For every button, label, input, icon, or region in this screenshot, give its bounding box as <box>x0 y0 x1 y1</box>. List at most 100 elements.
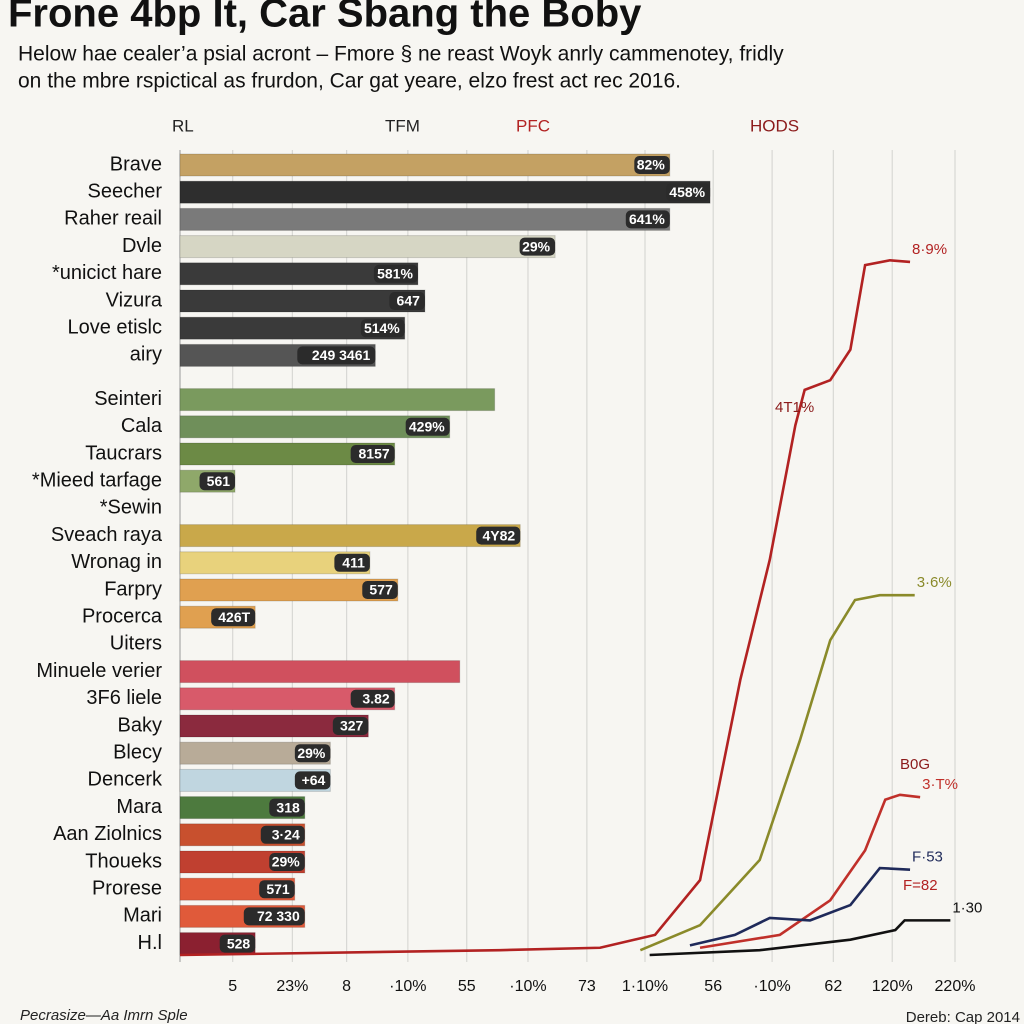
footer-date: Dereb: Cap 2014 <box>906 1009 1020 1024</box>
x-tick-label: 1·10% <box>622 978 668 995</box>
bar-label: 4Y82 <box>483 527 516 543</box>
x-tick-label: 56 <box>704 978 722 995</box>
footer-source: Pecrasize—Aa Imrn Sple <box>20 1007 188 1024</box>
bar-label: 561 <box>207 473 231 489</box>
line <box>699 793 921 950</box>
x-tick-label: 8 <box>342 978 351 995</box>
category-label: Seecher <box>88 180 163 202</box>
x-tick-label: ·10% <box>509 978 546 995</box>
category-label: Baky <box>118 714 162 736</box>
line <box>639 593 915 952</box>
bar-label: 3·24 <box>272 827 300 843</box>
bar-label: 528 <box>227 935 251 951</box>
x-tick-label: ·10% <box>753 978 790 995</box>
x-tick-label: 62 <box>824 978 842 995</box>
label-bg <box>373 264 418 283</box>
bar-label: 514% <box>364 320 400 336</box>
bar-label: 641% <box>629 211 665 227</box>
bar-label: 29% <box>297 745 326 761</box>
line <box>689 866 911 947</box>
x-tick-label: 23% <box>276 978 308 995</box>
bar <box>179 180 711 204</box>
bar-label: 647 <box>397 293 421 309</box>
line-end-label: F·53 <box>912 849 943 866</box>
label-bg <box>269 853 305 871</box>
bar <box>179 660 461 684</box>
label-bg <box>294 744 331 763</box>
category-label: H.l <box>138 932 162 954</box>
label-bg <box>362 581 398 599</box>
x-tick-label: 73 <box>578 978 596 995</box>
category-label: Raher reail <box>64 208 162 230</box>
annotation: B0G <box>900 756 930 773</box>
bar <box>179 289 426 313</box>
annotation: 4T1% <box>775 399 814 416</box>
bar-label: 82% <box>637 157 666 173</box>
category-label: *Mieed tarfage <box>32 469 162 491</box>
label-bg <box>269 798 305 817</box>
category-label: Vizura <box>106 289 163 311</box>
subtitle: Helow hae cealer’a psial acront – Fmore … <box>18 43 784 66</box>
bar-label: 426T <box>218 609 250 625</box>
bar-label: 3.82 <box>362 691 389 707</box>
line-end-label: 1·30 <box>952 899 982 916</box>
category-label: Cala <box>121 415 163 437</box>
bar-label: 571 <box>266 881 290 897</box>
bar-label: 29% <box>272 854 301 870</box>
column-header: HODS <box>750 116 799 135</box>
column-header: PFC <box>516 116 550 135</box>
category-label: Love etislc <box>68 316 163 338</box>
category-label: Procerca <box>82 605 163 627</box>
label-bg <box>634 156 670 174</box>
bar-label: 72 330 <box>257 908 300 924</box>
label-bg <box>297 346 376 365</box>
category-label: airy <box>130 344 162 366</box>
category-label: Dencerk <box>88 769 163 791</box>
label-bg <box>350 689 395 708</box>
label-bg <box>243 907 305 926</box>
line-end-label: 8·9% <box>912 241 947 258</box>
label-bg <box>666 183 711 202</box>
label-bg <box>219 934 256 953</box>
category-label: Minuele verier <box>36 660 162 682</box>
category-label: Uiters <box>110 633 162 655</box>
bar <box>179 153 671 177</box>
bar-label: 411 <box>342 555 365 571</box>
subtitle: on the mbre rspictical as frurdon, Car g… <box>18 70 681 93</box>
bar-label: 8157 <box>359 446 390 462</box>
column-header: TFM <box>385 116 420 135</box>
bar-label: 249 3461 <box>312 347 371 363</box>
bar-label: 429% <box>409 419 445 435</box>
bar-label: 577 <box>369 582 393 598</box>
category-label: Taucrars <box>85 442 162 464</box>
label-bg <box>332 717 369 735</box>
chart-title: Frone 4bp It, Car Sbang the Boby <box>8 0 642 36</box>
label-bg <box>389 292 425 310</box>
label-bg <box>350 445 395 463</box>
bar <box>179 207 671 231</box>
label-bg <box>211 608 256 627</box>
category-label: Mara <box>116 796 162 818</box>
line <box>649 919 951 957</box>
label-bg <box>476 526 521 545</box>
column-header: RL <box>172 116 194 135</box>
bar <box>179 235 556 259</box>
category-label: *Sewin <box>100 497 162 519</box>
bar <box>179 524 521 548</box>
category-label: Thoueks <box>85 850 162 872</box>
category-label: Blecy <box>113 741 162 763</box>
category-label: Seinteri <box>94 388 162 410</box>
bar-label: 318 <box>276 799 300 815</box>
bar-label: 581% <box>377 266 413 282</box>
label-bg <box>259 880 295 899</box>
category-label: Dvle <box>122 235 162 257</box>
x-tick-label: 120% <box>872 978 913 995</box>
category-label: *unicict hare <box>52 262 162 284</box>
label-bg <box>519 237 556 256</box>
bar-label: 327 <box>340 718 364 734</box>
label-bg <box>360 319 405 338</box>
line <box>179 258 911 957</box>
label-bg <box>199 472 236 491</box>
category-label: Mari <box>123 905 162 927</box>
